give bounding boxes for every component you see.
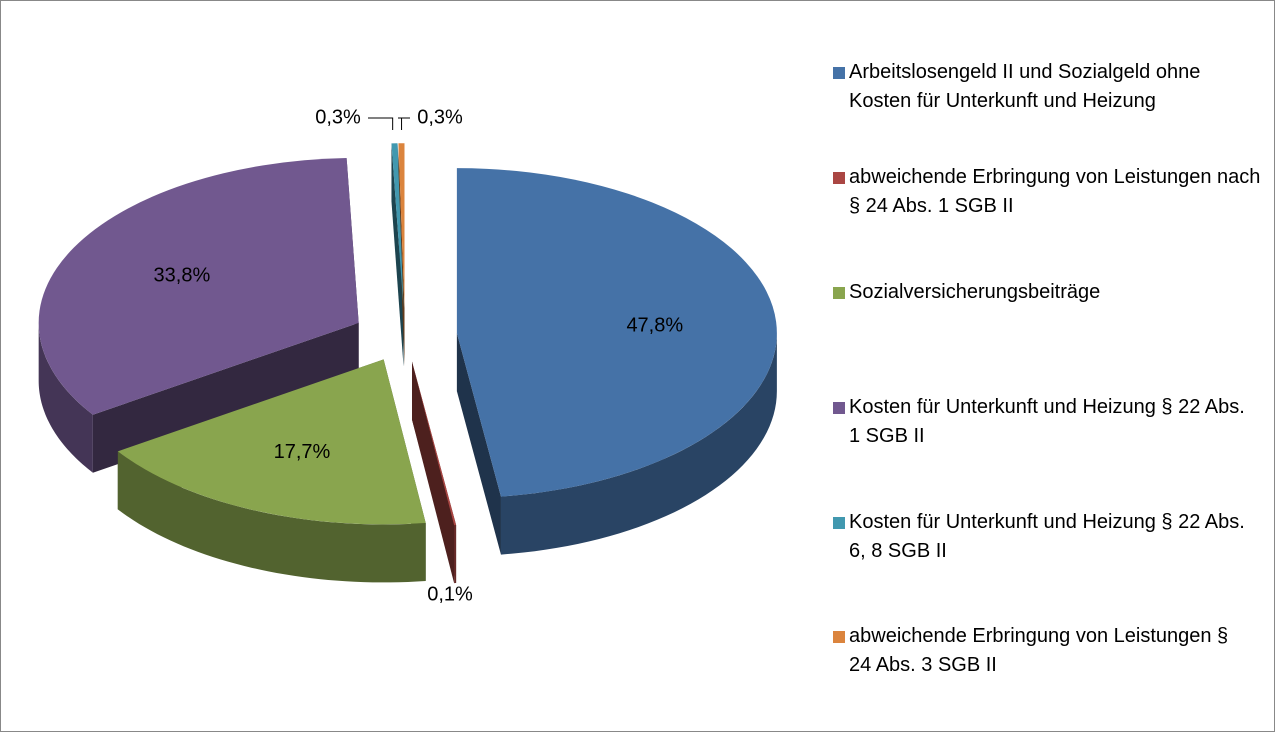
legend-label: Kosten für Unterkunft und Heizung § 22 A… (849, 511, 1245, 562)
data-label: 17,7% (274, 441, 331, 463)
data-label: 0,3% (315, 106, 361, 128)
slice-wall (38, 322, 93, 473)
legend-item: Kosten für Unterkunft und Heizung § 22 A… (833, 508, 1273, 566)
legend-swatch (833, 631, 845, 643)
data-label: 47,8% (626, 314, 683, 336)
legend-label: Kosten für Unterkunft und Heizung § 22 A… (849, 396, 1245, 447)
slice (398, 143, 405, 309)
leader-line (398, 117, 410, 130)
slice-wall (454, 524, 457, 584)
legend-label: abweichende Erbringung von Leistungen § … (849, 625, 1229, 676)
legend-swatch (833, 287, 845, 299)
slice-side (456, 333, 501, 555)
slice-side (92, 322, 359, 473)
legend-item: Kosten für Unterkunft und Heizung § 22 A… (833, 393, 1273, 451)
legend-label: Sozialversicherungsbeiträge (849, 281, 1101, 303)
slice (456, 168, 777, 497)
legend-swatch (833, 517, 845, 529)
slice (117, 359, 426, 525)
legend-swatch (833, 67, 845, 79)
slice-side (391, 143, 404, 367)
legend-item: abweichende Erbringung von Leistungen na… (833, 163, 1273, 221)
legend-label: abweichende Erbringung von Leistungen na… (849, 166, 1261, 217)
slice-wall (500, 333, 777, 555)
leader-line (368, 117, 394, 130)
data-label: 33,8% (154, 265, 211, 287)
legend-swatch (833, 172, 845, 184)
slice (412, 361, 457, 526)
legend-label: Arbeitslosengeld II und Sozialgeld ohne … (849, 61, 1201, 112)
slice-side (412, 361, 455, 584)
legend-item: Arbeitslosengeld II und Sozialgeld ohne … (833, 58, 1273, 116)
slice (391, 143, 404, 309)
slice-wall (117, 451, 426, 583)
data-label: 0,1% (427, 583, 473, 605)
data-label: 0,3% (417, 106, 463, 128)
legend-swatch (833, 402, 845, 414)
slice (38, 157, 359, 415)
legend-item: abweichende Erbringung von Leistungen § … (833, 622, 1273, 680)
legend-item: Sozialversicherungsbeiträge (833, 278, 1273, 307)
